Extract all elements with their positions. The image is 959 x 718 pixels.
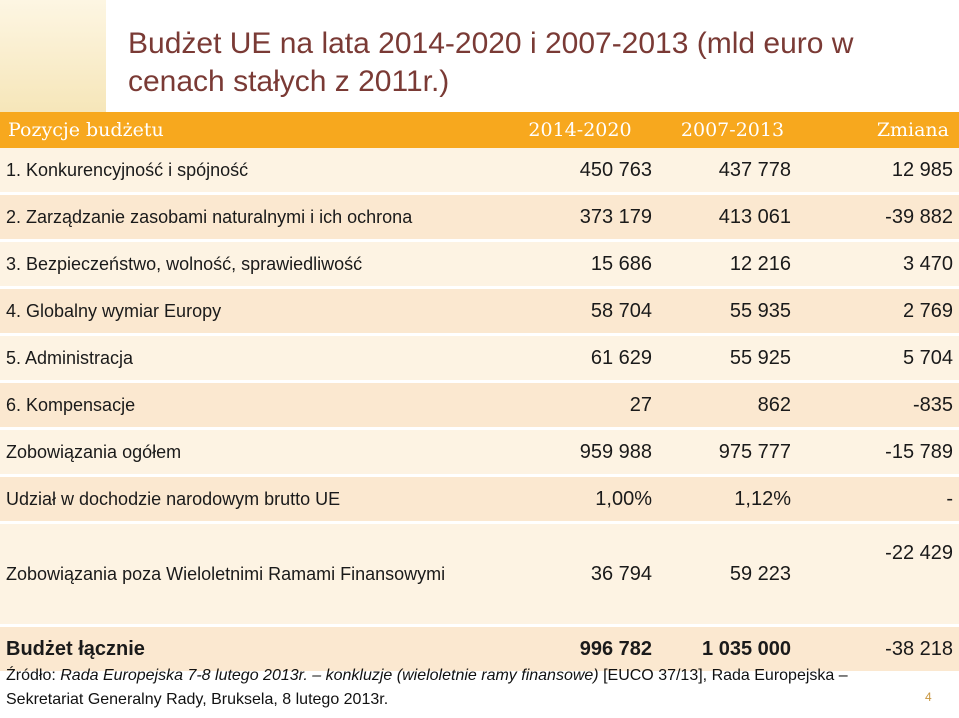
- row-value-2014: 15 686: [500, 240, 660, 289]
- table-row: 2. Zarządzanie zasobami naturalnymi i ic…: [0, 193, 959, 242]
- table-row-total: Budżet łącznie 996 782 1 035 000 -38 218: [0, 625, 959, 674]
- table-row: 6. Kompensacje 27 862 -835: [0, 381, 959, 430]
- page-number: 4: [925, 690, 932, 704]
- row-value-2014: 27: [500, 381, 660, 430]
- row-label: 1. Konkurencyjność i spójność: [0, 148, 500, 195]
- row-change: -15 789: [805, 428, 959, 477]
- row-value-2014: 450 763: [500, 148, 660, 195]
- row-change: -38 218: [805, 625, 959, 674]
- row-label: Udział w dochodzie narodowym brutto UE: [0, 475, 500, 524]
- row-value-2014: 1,00%: [500, 475, 660, 524]
- row-value-2007: 413 061: [660, 193, 805, 242]
- row-value-2007: 12 216: [660, 240, 805, 289]
- row-change: -: [805, 475, 959, 524]
- source-prefix: Źródło:: [6, 667, 61, 684]
- row-label: 4. Globalny wymiar Europy: [0, 287, 500, 336]
- row-value-2007: 975 777: [660, 428, 805, 477]
- table-row: Zobowiązania poza Wieloletnimi Ramami Fi…: [0, 522, 959, 627]
- source-note: Źródło: Rada Europejska 7-8 lutego 2013r…: [6, 664, 906, 712]
- row-value-2014: 996 782: [500, 625, 660, 674]
- row-value-2014: 61 629: [500, 334, 660, 383]
- row-change: 2 769: [805, 287, 959, 336]
- table-header-row: Pozycje budżetu 2014-2020 2007-2013 Zmia…: [0, 112, 959, 148]
- table-row: 1. Konkurencyjność i spójność 450 763 43…: [0, 148, 959, 195]
- row-value-2007: 1,12%: [660, 475, 805, 524]
- row-label: 2. Zarządzanie zasobami naturalnymi i ic…: [0, 193, 500, 242]
- row-change: -39 882: [805, 193, 959, 242]
- accent-bar: [0, 0, 106, 112]
- row-change: 12 985: [805, 148, 959, 195]
- row-label: 5. Administracja: [0, 334, 500, 383]
- row-change: -835: [805, 381, 959, 430]
- row-value-2014: 959 988: [500, 428, 660, 477]
- slide-title: Budżet UE na lata 2014-2020 i 2007-2013 …: [128, 27, 854, 98]
- table-row: Udział w dochodzie narodowym brutto UE 1…: [0, 475, 959, 524]
- row-value-2007: 437 778: [660, 148, 805, 195]
- table-row: Zobowiązania ogółem 959 988 975 777 -15 …: [0, 428, 959, 477]
- row-value-2007: 862: [660, 381, 805, 430]
- table-row: 4. Globalny wymiar Europy 58 704 55 935 …: [0, 287, 959, 336]
- row-change: -22 429: [805, 522, 959, 627]
- row-value-2007: 55 935: [660, 287, 805, 336]
- row-change: 5 704: [805, 334, 959, 383]
- row-label: Budżet łącznie: [0, 625, 500, 674]
- row-value-2007: 55 925: [660, 334, 805, 383]
- row-value-2007: 1 035 000: [660, 625, 805, 674]
- row-value-2007: 59 223: [660, 522, 805, 627]
- row-label: 3. Bezpieczeństwo, wolność, sprawiedliwo…: [0, 240, 500, 289]
- table-row: 3. Bezpieczeństwo, wolność, sprawiedliwo…: [0, 240, 959, 289]
- row-change: 3 470: [805, 240, 959, 289]
- row-value-2014: 58 704: [500, 287, 660, 336]
- row-label: Zobowiązania ogółem: [0, 428, 500, 477]
- header-change: Zmiana: [805, 112, 959, 148]
- source-rest: [EUCO 37/13], Rada Europejska – Sekretar…: [6, 667, 848, 708]
- header-positions: Pozycje budżetu: [0, 112, 500, 148]
- header-2007-2013: 2007-2013: [660, 112, 805, 148]
- row-label: Zobowiązania poza Wieloletnimi Ramami Fi…: [0, 522, 500, 627]
- source-italic: Rada Europejska 7-8 lutego 2013r. – konk…: [60, 667, 599, 684]
- budget-table: Pozycje budżetu 2014-2020 2007-2013 Zmia…: [0, 112, 959, 674]
- header-2014-2020: 2014-2020: [500, 112, 660, 148]
- table-row: 5. Administracja 61 629 55 925 5 704: [0, 334, 959, 383]
- row-value-2014: 36 794: [500, 522, 660, 627]
- row-label: 6. Kompensacje: [0, 381, 500, 430]
- row-value-2014: 373 179: [500, 193, 660, 242]
